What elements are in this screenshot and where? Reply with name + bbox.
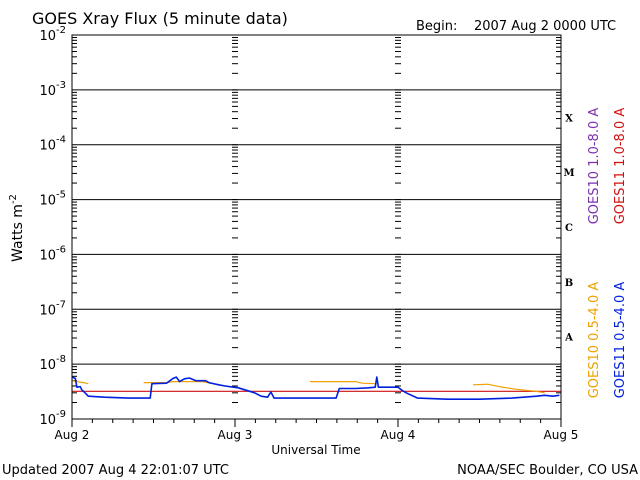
y-tick-exponent: -5 (56, 190, 66, 201)
series-goes10-0-5-4-0-a-line (72, 380, 89, 385)
y-tick-base: 10 (39, 139, 56, 154)
legend-goes10-short: GOES10 0.5-4.0 A (587, 282, 602, 399)
y-tick-exponent: -8 (56, 354, 66, 365)
svg-text:Watts m-2: Watts m-2 (8, 194, 26, 262)
y-tick-label: 10-5 (39, 190, 66, 209)
flare-class-label: C (565, 223, 573, 234)
series-goes10-0-5-4-0-a-line (310, 381, 376, 385)
y-tick-exponent: -9 (56, 409, 66, 420)
y-tick-label: 10-8 (39, 354, 66, 373)
y-tick-exponent: -6 (56, 244, 66, 255)
y-tick-base: 10 (39, 358, 56, 373)
updated-timestamp: Updated 2007 Aug 4 22:01:07 UTC (2, 463, 229, 478)
y-tick-label: 10-3 (39, 80, 66, 99)
y-tick-exponent: -7 (56, 299, 66, 310)
legend-goes10-long: GOES10 1.0-8.0 A (587, 108, 602, 225)
flare-class-label: B (565, 278, 573, 289)
y-tick-base: 10 (39, 29, 56, 44)
x-axis-label: Universal Time (271, 443, 360, 457)
y-tick-base: 10 (39, 413, 56, 428)
y-tick-base: 10 (39, 248, 56, 263)
y-tick-label: 10-9 (39, 409, 66, 428)
credit-text: NOAA/SEC Boulder, CO USA (457, 463, 638, 478)
y-tick-base: 10 (39, 303, 56, 318)
y-tick-label: 10-2 (39, 25, 66, 44)
y-tick-label: 10-4 (39, 135, 66, 154)
flare-class-label: A (564, 333, 573, 344)
y-axis-label-exponent: -2 (8, 194, 19, 204)
y-tick-exponent: -2 (56, 25, 66, 36)
y-tick-exponent: -3 (56, 80, 66, 91)
plot-frame (71, 34, 562, 420)
x-tick-label: Aug 5 (544, 428, 579, 442)
legend-goes11-short: GOES11 0.5-4.0 A (613, 282, 628, 399)
y-tick-label: 10-6 (39, 244, 66, 263)
x-tick-label: Aug 2 (55, 428, 90, 442)
flare-class-label: M (563, 168, 574, 179)
y-axis-label-base: Watts m (10, 204, 26, 262)
y-tick-exponent: -4 (56, 135, 66, 146)
y-tick-label: 10-7 (39, 299, 66, 318)
x-tick-label: Aug 4 (381, 428, 416, 442)
y-tick-base: 10 (39, 194, 56, 209)
begin-label: Begin: (416, 19, 457, 34)
flare-class-label: X (565, 113, 573, 124)
x-tick-label: Aug 3 (218, 428, 253, 442)
begin-value: 2007 Aug 2 0000 UTC (474, 19, 616, 34)
y-axis-label: Watts m-2 (8, 194, 26, 262)
y-tick-base: 10 (39, 84, 56, 99)
series-goes10-0-5-4-0-a-line (472, 383, 545, 394)
series-goes11-0-5-4-0-a-line (72, 376, 560, 401)
legend-goes11-long: GOES11 1.0-8.0 A (613, 108, 628, 225)
chart-title: GOES Xray Flux (5 minute data) (32, 9, 288, 28)
